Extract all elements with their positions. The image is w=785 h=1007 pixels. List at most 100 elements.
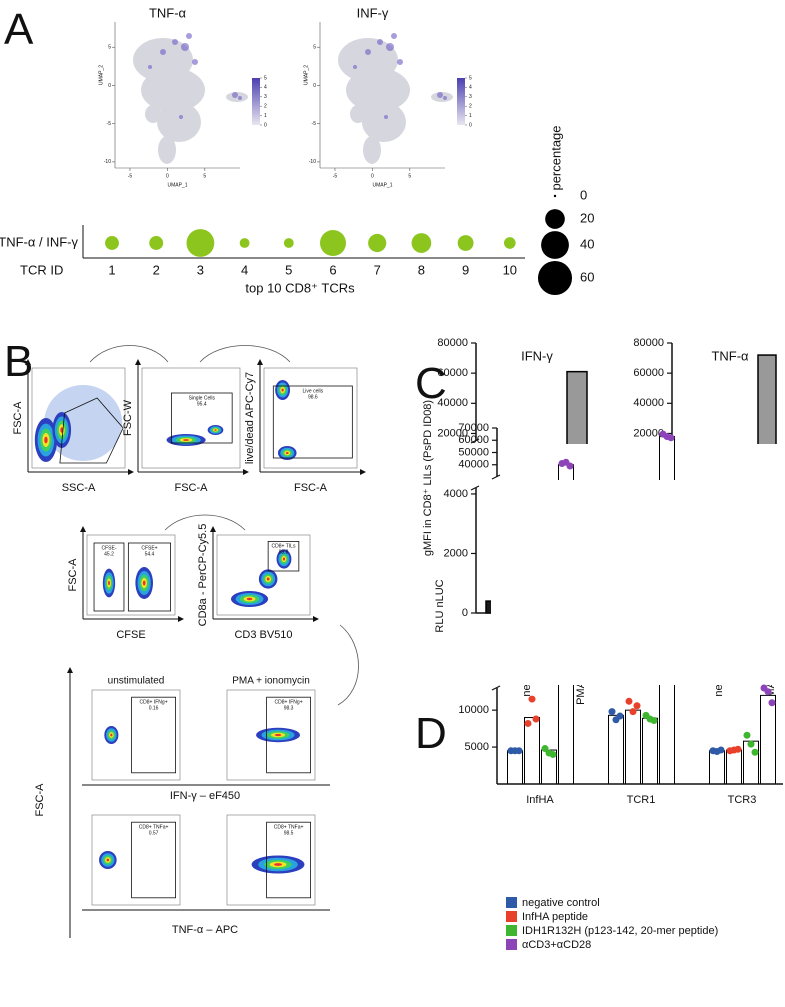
- replicate-point: [515, 747, 523, 755]
- gate-name: CD8+ TNFa+: [274, 825, 304, 831]
- y-tick-label: 20000: [633, 427, 664, 439]
- gate: [127, 542, 172, 612]
- dot: [503, 237, 516, 249]
- y-tick-label: -10: [309, 159, 316, 165]
- dot: [283, 238, 294, 248]
- event-density: [110, 733, 113, 737]
- x-tick-label: 1: [108, 262, 115, 277]
- umap-expressing-cells: [386, 43, 394, 51]
- legend-swatch: [506, 897, 517, 908]
- y-tick-label: 20000: [437, 427, 468, 439]
- replicate-point: [650, 716, 658, 724]
- replicate-point: [768, 699, 776, 707]
- y-axis-label: UMAP_2: [303, 65, 309, 85]
- gate: [266, 696, 312, 774]
- x-axis-title: top 10 CD8⁺ TCRs: [245, 280, 355, 295]
- x-axis-label: IFN-γ – eF450: [170, 790, 240, 802]
- x-tick-label: 5: [203, 173, 206, 179]
- dot: [368, 233, 387, 253]
- bar: [726, 749, 742, 785]
- replicate-point: [524, 719, 532, 727]
- dot: [149, 236, 164, 250]
- y-tick-label: 50000: [458, 446, 489, 458]
- event-density: [183, 439, 190, 441]
- gate-value: 98.3: [284, 706, 294, 712]
- umap-expressing-cells: [353, 65, 357, 69]
- umap-cells: [362, 102, 406, 142]
- x-tick-label: 6: [329, 262, 336, 277]
- y-tick-label: 10000: [458, 704, 489, 716]
- umap-cells: [350, 105, 366, 123]
- umap-expressing-cells: [377, 39, 383, 45]
- y-tick-label: 60000: [437, 367, 468, 379]
- gate-value: 88.8: [279, 550, 289, 556]
- axis-break: [491, 685, 501, 691]
- gate-value: 45.2: [104, 551, 114, 557]
- umap-expressing-cells: [232, 92, 238, 98]
- x-tick-label: 5: [408, 173, 411, 179]
- event-density: [142, 580, 146, 586]
- event-density: [274, 863, 283, 866]
- legend-dot: [553, 194, 557, 198]
- umap-cells: [157, 102, 201, 142]
- plot-title: PMA + ionomycin: [232, 676, 310, 687]
- event-density: [274, 733, 282, 737]
- replicate-point: [566, 462, 574, 470]
- x-axis-label: UMAP_1: [167, 182, 187, 188]
- bar: [625, 709, 641, 785]
- replicate-point: [667, 434, 675, 442]
- umap-expressing-cells: [365, 49, 371, 55]
- connector-arrows: [89, 345, 359, 706]
- umap-expressing-cells: [443, 96, 447, 100]
- replicate-point: [629, 708, 637, 716]
- gate-value: 54.4: [145, 551, 155, 557]
- y-tick-label: 5: [108, 45, 111, 51]
- connector: [199, 345, 291, 363]
- colorbar: [457, 78, 465, 125]
- umap-cells: [145, 105, 161, 123]
- row-label: TNF-α / INF-γ: [0, 234, 78, 249]
- x-label: TCR ID: [20, 262, 63, 277]
- bar: [524, 717, 540, 785]
- dot: [105, 236, 119, 250]
- legend-label: 20: [580, 210, 594, 225]
- dot: [319, 229, 347, 257]
- umap-expressing-cells: [238, 96, 242, 100]
- replicate-point: [528, 695, 536, 703]
- replicate-point: [747, 740, 755, 748]
- event-density: [282, 557, 286, 561]
- replicate-point: [717, 746, 725, 754]
- y-tick-label: 60000: [458, 434, 489, 446]
- event-density: [44, 436, 48, 444]
- legend-label: 40: [580, 236, 594, 251]
- x-tick-label: -5: [128, 173, 133, 179]
- legend-label: 60: [580, 269, 594, 284]
- dot: [239, 238, 250, 248]
- x-tick-label: 2: [153, 262, 160, 277]
- umap-expressing-cells: [181, 43, 189, 51]
- gate: [93, 542, 125, 612]
- y-tick-label: 40000: [437, 397, 468, 409]
- y-tick-label: 5: [313, 45, 316, 51]
- gate-name: CD8+ TILs: [272, 544, 296, 550]
- bar: [608, 714, 624, 785]
- gate: [170, 392, 233, 444]
- umap-cells: [346, 68, 410, 112]
- x-tick-label: InfHA: [526, 794, 554, 806]
- umap-expressing-cells: [160, 49, 166, 55]
- umap-expressing-cells: [148, 65, 152, 69]
- colorbar-label: 2: [469, 104, 472, 110]
- gate-value: 0.16: [149, 706, 159, 712]
- dot: [411, 233, 432, 253]
- x-tick-label: 8: [418, 262, 425, 277]
- event-density: [214, 429, 217, 431]
- legend-label: InfHA peptide: [522, 911, 588, 923]
- colorbar-label: 2: [264, 104, 267, 110]
- y-tick-label: -5: [107, 121, 112, 127]
- dot: [186, 229, 215, 257]
- y-tick-label: 0: [462, 607, 468, 619]
- replicate-point: [532, 715, 540, 723]
- bar: [709, 750, 725, 785]
- replicate-point: [751, 748, 759, 756]
